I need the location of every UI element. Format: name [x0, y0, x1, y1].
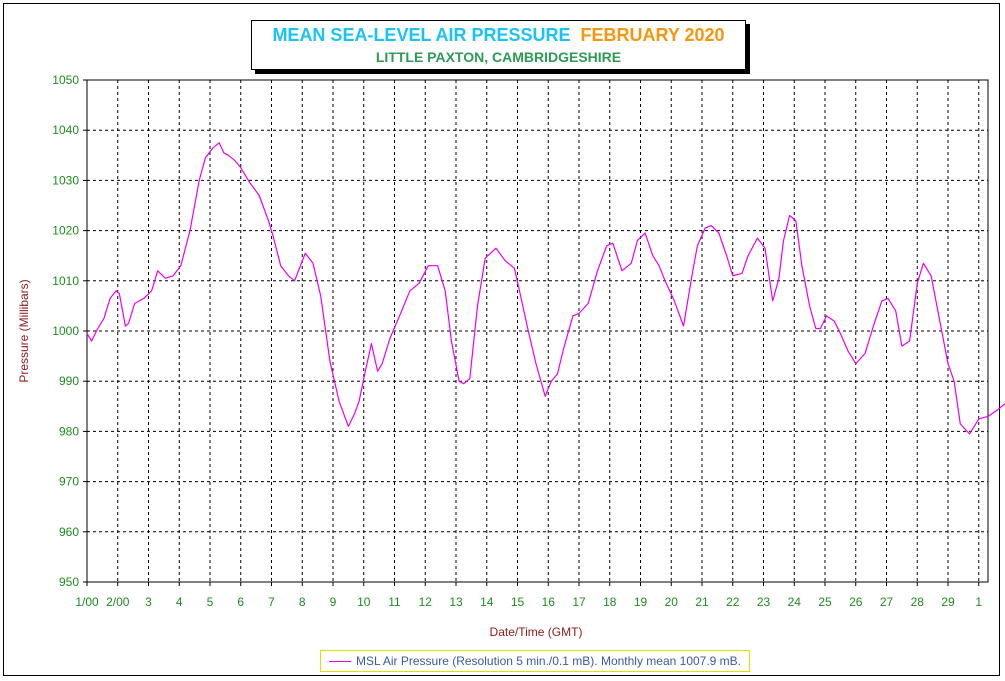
- x-tick-label: 17: [572, 595, 586, 609]
- y-axis-title: Pressure (Millibars): [17, 279, 31, 382]
- y-tick-label: 1000: [52, 324, 79, 338]
- y-tick-label: 1020: [52, 224, 79, 238]
- x-tick-label: 19: [634, 595, 648, 609]
- y-tick-label: 1010: [52, 274, 79, 288]
- x-tick-label: 12: [419, 595, 433, 609]
- x-tick-label: 4: [176, 595, 183, 609]
- legend-label: MSL Air Pressure (Resolution 5 min./0.1 …: [355, 654, 742, 668]
- x-tick-label: 20: [665, 595, 679, 609]
- x-axis-ticks: 1/00 2/00 3 4 5 6 7 8 9 10 11 12 13 14 15 16 17 18 19 20 21 2…: [75, 582, 982, 609]
- x-tick-label: 11: [388, 595, 401, 609]
- x-tick-label: 16: [542, 595, 556, 609]
- x-tick-label: 21: [695, 595, 709, 609]
- x-tick-label: 26: [849, 595, 863, 609]
- chart-title-month: FEBRUARY 2020: [580, 25, 725, 45]
- y-tick-label: 980: [59, 424, 79, 438]
- y-tick-label: 1030: [52, 173, 79, 187]
- x-tick-label: 24: [788, 595, 802, 609]
- y-tick-label: 950: [59, 575, 79, 589]
- y-tick-label: 970: [59, 475, 79, 489]
- series-line-msl-pressure: [86, 142, 1005, 435]
- x-tick-label: 14: [480, 595, 494, 609]
- chart-frame: [3, 3, 1000, 676]
- x-tick-label: 22: [726, 595, 740, 609]
- legend: MSL Air Pressure (Resolution 5 min./0.1 …: [320, 650, 750, 672]
- title-line: MEAN SEA-LEVEL AIR PRESSURE FEBRUARY 2020: [252, 24, 745, 46]
- title-box: MEAN SEA-LEVEL AIR PRESSURE FEBRUARY 2020…: [251, 20, 746, 70]
- y-tick-label: 990: [59, 374, 79, 388]
- y-tick-label: 960: [59, 525, 79, 539]
- x-tick-label: 3: [145, 595, 152, 609]
- x-tick-label: 1: [975, 595, 982, 609]
- chart-subtitle: LITTLE PAXTON, CAMBRIDGESHIRE: [375, 49, 622, 65]
- x-tick-label: 25: [818, 595, 832, 609]
- y-axis-ticks: 950 960 970 980 990 1000 1010 1020 1030 1040 1050: [52, 73, 87, 589]
- chart-title: MEAN SEA-LEVEL AIR PRESSURE: [272, 25, 571, 45]
- x-tick-label: 10: [357, 595, 371, 609]
- x-tick-label: 7: [268, 595, 275, 609]
- x-tick-label: 29: [941, 595, 955, 609]
- x-tick-label: 1/00: [75, 595, 99, 609]
- x-tick-label: 13: [449, 595, 463, 609]
- legend-swatch: [328, 660, 351, 662]
- y-tick-label: 1050: [52, 73, 79, 87]
- x-tick-label: 5: [207, 595, 214, 609]
- x-tick-label: 2/00: [106, 595, 130, 609]
- x-tick-label: 9: [330, 595, 337, 609]
- x-tick-label: 23: [757, 595, 771, 609]
- x-axis-title: Date/Time (GMT): [490, 625, 583, 639]
- x-tick-label: 8: [299, 595, 306, 609]
- y-tick-label: 1040: [52, 123, 79, 137]
- x-tick-label: 15: [511, 595, 525, 609]
- x-tick-label: 27: [880, 595, 894, 609]
- x-tick-label: 28: [911, 595, 925, 609]
- x-tick-label: 6: [237, 595, 244, 609]
- x-tick-label: 18: [603, 595, 617, 609]
- grid-lines: [87, 80, 988, 582]
